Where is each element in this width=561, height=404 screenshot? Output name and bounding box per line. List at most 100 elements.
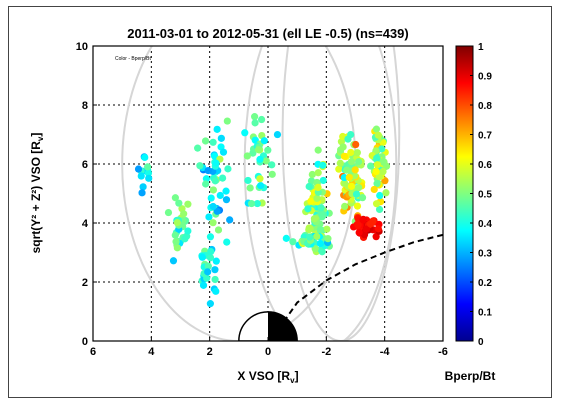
data-point [340,152,349,160]
colorbar-tick-label: 0.4 [478,219,492,230]
data-point [352,190,361,198]
data-point [218,174,227,182]
data-point [316,239,325,248]
data-point [376,191,384,200]
data-point [307,177,316,185]
data-point [175,199,183,207]
data-point [224,165,232,173]
data-point [241,129,249,137]
colorbar-tick-label: 0.2 [478,278,492,289]
data-point [372,233,380,241]
data-point [373,161,381,169]
data-point [223,238,231,246]
data-point [206,254,215,262]
data-point [173,244,181,252]
data-point [313,232,321,241]
data-point [268,170,276,178]
data-point [340,173,348,182]
colorbar-tick-label: 0.8 [478,101,492,112]
y-tick-label: 6 [82,159,88,171]
data-point [289,238,297,246]
data-point [246,184,254,192]
data-point [358,194,367,202]
data-point [379,167,387,176]
data-point [211,275,219,284]
data-point [372,125,381,133]
data-point [145,174,153,182]
data-point [354,221,362,229]
data-point [206,300,214,308]
data-point [222,187,230,195]
data-point [268,161,276,169]
data-point [262,157,270,165]
data-point [209,202,217,211]
data-point [347,182,356,190]
data-point [341,202,349,210]
data-point [143,163,152,171]
data-point [282,234,290,242]
y-tick-label: 8 [82,100,88,112]
data-point [207,194,215,202]
data-point [226,216,234,224]
data-point [198,253,206,261]
data-point [353,202,362,210]
y-tick-label: 10 [76,41,88,53]
data-point [319,161,327,169]
data-point [173,218,181,227]
data-point [138,189,146,197]
colorbar-tick-label: 0.9 [478,72,492,83]
data-point [181,235,189,243]
data-point [247,199,256,208]
data-point [382,189,390,197]
data-point [164,208,173,217]
data-point [209,186,218,194]
data-point [257,115,266,124]
data-point [347,157,356,166]
data-point [243,152,251,160]
data-point [313,194,321,202]
data-point [353,149,361,157]
data-point [316,226,324,234]
data-point [323,225,331,233]
figure-frame [8,6,552,398]
data-point [372,200,381,208]
data-point [219,148,228,156]
data-point [213,207,221,215]
data-point [223,117,231,125]
data-point [367,162,375,170]
x-tick-label: -6 [438,346,448,358]
data-point [374,131,382,139]
data-point [341,179,349,187]
color-annotation: Color - Bperp/Bt [115,56,151,62]
data-point [207,247,215,256]
data-point [314,183,322,191]
x-tick-label: 2 [207,346,213,358]
data-point [305,226,313,234]
data-point [184,227,192,235]
colorbar-tick-label: 1 [478,42,484,53]
data-point [311,245,319,253]
data-point [217,134,225,142]
data-point [314,146,322,154]
data-point [253,199,261,208]
data-point [360,231,369,239]
data-point [362,225,371,233]
data-point [352,140,360,149]
data-point [201,137,210,145]
data-point [343,166,351,174]
data-point [254,146,263,154]
data-point [204,268,212,276]
data-point [137,172,145,180]
data-point [366,220,375,228]
data-point [202,180,210,188]
colorbar-tick-label: 0.3 [478,249,492,260]
x-tick-label: 0 [265,346,271,358]
data-point [304,205,312,213]
data-point [373,180,381,188]
data-point [336,159,344,167]
data-point [214,226,223,234]
data-point [345,173,353,182]
x-tick-label: 4 [148,346,155,358]
data-point [209,219,217,227]
